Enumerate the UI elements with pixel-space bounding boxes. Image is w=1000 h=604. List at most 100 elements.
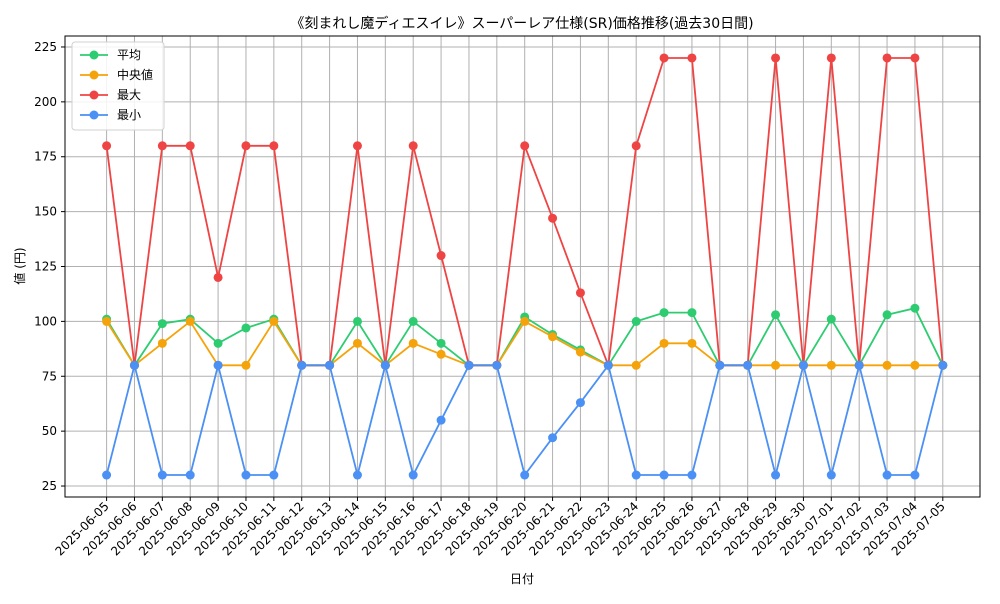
data-point	[826, 360, 836, 370]
data-point	[325, 360, 335, 370]
y-tick-label: 75	[42, 369, 57, 383]
series-3	[102, 360, 948, 480]
data-point	[798, 360, 808, 370]
data-point	[631, 470, 641, 480]
data-point	[436, 251, 446, 261]
data-point	[241, 323, 251, 333]
data-point	[157, 338, 167, 348]
data-point	[687, 53, 697, 63]
data-point	[659, 338, 669, 348]
data-point	[910, 53, 920, 63]
data-point	[185, 316, 195, 326]
y-tick-label: 150	[34, 205, 57, 219]
legend-marker	[89, 70, 99, 80]
data-point	[352, 141, 362, 151]
data-point	[771, 360, 781, 370]
data-point	[910, 360, 920, 370]
x-axis-ticks: 2025-06-052025-06-062025-06-072025-06-08…	[53, 497, 948, 558]
data-point	[548, 433, 558, 443]
legend-label: 中央値	[117, 67, 153, 82]
data-point	[157, 470, 167, 480]
data-point	[213, 360, 223, 370]
data-point	[882, 53, 892, 63]
data-point	[882, 470, 892, 480]
data-point	[241, 470, 251, 480]
data-point	[659, 470, 669, 480]
data-point	[352, 470, 362, 480]
y-tick-label: 125	[34, 260, 57, 274]
data-point	[520, 316, 530, 326]
y-tick-label: 100	[34, 314, 57, 328]
data-point	[659, 308, 669, 318]
data-point	[548, 213, 558, 223]
y-tick-label: 200	[34, 95, 57, 109]
data-point	[715, 360, 725, 370]
data-point	[408, 141, 418, 151]
data-point	[687, 338, 697, 348]
data-point	[157, 141, 167, 151]
data-point	[631, 316, 641, 326]
data-point	[603, 360, 613, 370]
y-axis-label: 値 (円)	[12, 247, 27, 284]
y-tick-label: 25	[42, 479, 57, 493]
data-point	[102, 316, 112, 326]
chart-title: 《刻まれし魔ディエスイレ》スーパーレア仕様(SR)価格推移(過去30日間)	[290, 15, 753, 32]
y-tick-label: 175	[34, 150, 57, 164]
data-point	[241, 360, 251, 370]
data-point	[129, 360, 139, 370]
data-point	[185, 141, 195, 151]
series-layer	[102, 53, 948, 480]
data-point	[520, 141, 530, 151]
legend-marker	[89, 50, 99, 60]
data-point	[520, 470, 530, 480]
data-point	[436, 338, 446, 348]
data-point	[436, 415, 446, 425]
data-point	[826, 470, 836, 480]
data-point	[575, 398, 585, 408]
data-point	[910, 303, 920, 313]
data-point	[102, 470, 112, 480]
data-point	[269, 470, 279, 480]
data-point	[910, 470, 920, 480]
data-point	[771, 470, 781, 480]
legend-label: 平均	[117, 48, 141, 62]
data-point	[575, 288, 585, 298]
data-point	[548, 332, 558, 342]
data-point	[269, 316, 279, 326]
data-point	[492, 360, 502, 370]
data-point	[882, 360, 892, 370]
data-point	[408, 316, 418, 326]
data-point	[185, 470, 195, 480]
data-point	[380, 360, 390, 370]
data-point	[938, 360, 948, 370]
data-point	[464, 360, 474, 370]
data-point	[102, 141, 112, 151]
legend-marker	[89, 90, 99, 100]
data-point	[882, 310, 892, 320]
data-point	[826, 53, 836, 63]
data-point	[269, 141, 279, 151]
y-tick-label: 50	[42, 424, 57, 438]
data-point	[687, 308, 697, 318]
data-point	[352, 338, 362, 348]
data-point	[659, 53, 669, 63]
legend-marker	[89, 110, 99, 120]
data-point	[352, 316, 362, 326]
data-point	[297, 360, 307, 370]
data-point	[408, 338, 418, 348]
data-point	[631, 360, 641, 370]
data-point	[631, 141, 641, 151]
data-point	[854, 360, 864, 370]
data-point	[575, 347, 585, 357]
data-point	[687, 470, 697, 480]
data-point	[408, 470, 418, 480]
data-point	[213, 338, 223, 348]
x-axis-label: 日付	[510, 572, 534, 586]
data-point	[771, 310, 781, 320]
data-point	[241, 141, 251, 151]
y-tick-label: 225	[34, 40, 57, 54]
data-point	[826, 314, 836, 324]
legend-label: 最大	[117, 88, 141, 102]
